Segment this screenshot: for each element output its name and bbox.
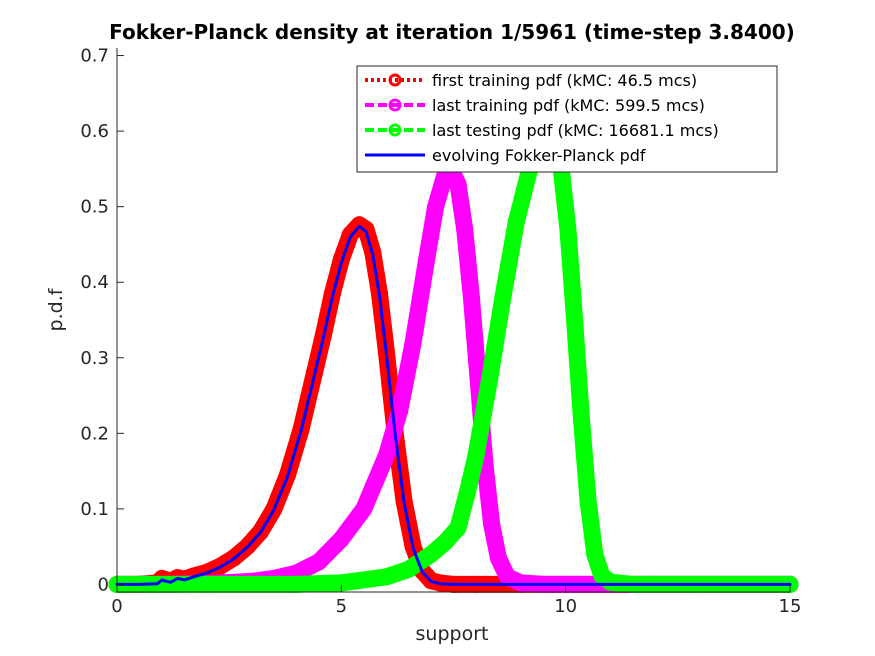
y-tick-label: 0.2 bbox=[80, 423, 109, 444]
y-axis-label: p.d.f bbox=[45, 287, 67, 331]
data-point-3-22 bbox=[572, 409, 590, 427]
data-point-3-24 bbox=[586, 545, 604, 563]
data-point-3-7 bbox=[422, 545, 440, 563]
data-point-3-8 bbox=[436, 534, 453, 552]
data-point-3-2 bbox=[198, 575, 216, 593]
data-point-3-13 bbox=[494, 288, 512, 306]
axes: 0 5 10 15 0 0.1 0.2 0.3 0.4 0.5 0.6 0.7 bbox=[80, 46, 801, 617]
plot-area bbox=[108, 133, 799, 593]
legend-swatch-marker bbox=[388, 73, 402, 87]
y-tick-label: 0.5 bbox=[80, 197, 109, 218]
legend-swatch-marker bbox=[388, 123, 402, 137]
data-point-3-26 bbox=[602, 573, 619, 591]
legend-label: last testing pdf (kMC: 16681.1 mcs) bbox=[432, 121, 719, 140]
data-point-2-11 bbox=[391, 402, 409, 420]
data-point-2-10 bbox=[377, 447, 395, 465]
data-point-2-23 bbox=[489, 549, 507, 567]
x-axis-label: support bbox=[416, 623, 489, 645]
data-point-3-5 bbox=[377, 568, 395, 586]
data-point-3-11 bbox=[467, 447, 485, 465]
data-point-3-12 bbox=[480, 371, 498, 389]
y-tick-label: 0 bbox=[98, 574, 109, 595]
data-point-3-20 bbox=[559, 220, 577, 238]
x-tick-label: 10 bbox=[554, 596, 577, 617]
data-point-3-9 bbox=[449, 519, 467, 537]
y-tick-label: 0.6 bbox=[80, 121, 109, 142]
legend-entry: evolving Fokker-Planck pdf bbox=[365, 146, 646, 165]
data-point-3-3 bbox=[288, 575, 305, 593]
data-point-2-19 bbox=[462, 288, 480, 306]
series-line-4 bbox=[115, 224, 792, 586]
data-point-2-12 bbox=[404, 334, 422, 352]
data-point-3-4 bbox=[332, 574, 350, 592]
data-point-3-6 bbox=[400, 560, 418, 578]
data-point-1-24 bbox=[357, 220, 375, 238]
data-point-3-10 bbox=[458, 485, 476, 503]
y-tick-label: 0.4 bbox=[80, 272, 109, 293]
series-evolving-fokker-planck-pdf bbox=[115, 224, 792, 586]
data-point-2-14 bbox=[427, 198, 445, 216]
data-point-2-8 bbox=[332, 530, 350, 548]
data-point-2-7 bbox=[310, 553, 328, 571]
legend-entry: first training pdf (kMC: 46.5 mcs) bbox=[365, 71, 697, 90]
legend: first training pdf (kMC: 46.5 mcs) last t… bbox=[356, 65, 778, 173]
data-point-3-21 bbox=[566, 311, 584, 329]
data-point-2-18 bbox=[456, 220, 474, 238]
legend-entry: last training pdf (kMC: 599.5 mcs) bbox=[365, 96, 705, 115]
legend-label: first training pdf (kMC: 46.5 mcs) bbox=[432, 71, 697, 90]
chart-title: Fokker-Planck density at iteration 1/596… bbox=[109, 20, 795, 44]
legend-label: evolving Fokker-Planck pdf bbox=[432, 146, 646, 165]
y-tick-label: 0.3 bbox=[80, 348, 109, 369]
legend-label: last training pdf (kMC: 599.5 mcs) bbox=[432, 96, 705, 115]
x-tick-label: 0 bbox=[111, 596, 122, 617]
data-point-2-9 bbox=[355, 500, 373, 518]
legend-entry: last testing pdf (kMC: 16681.1 mcs) bbox=[365, 121, 719, 140]
legend-swatch-marker bbox=[388, 98, 402, 112]
data-point-3-23 bbox=[579, 492, 597, 510]
legend-box bbox=[356, 65, 778, 173]
x-tick-label: 15 bbox=[779, 596, 802, 617]
x-tick-label: 5 bbox=[336, 596, 347, 617]
data-point-2-22 bbox=[483, 515, 501, 533]
data-point-3-14 bbox=[507, 213, 525, 231]
y-tick-label: 0.7 bbox=[80, 46, 109, 67]
data-point-2-24 bbox=[498, 568, 516, 586]
y-tick-label: 0.1 bbox=[80, 499, 109, 520]
data-point-2-13 bbox=[418, 251, 436, 269]
data-point-2-17 bbox=[449, 175, 467, 193]
